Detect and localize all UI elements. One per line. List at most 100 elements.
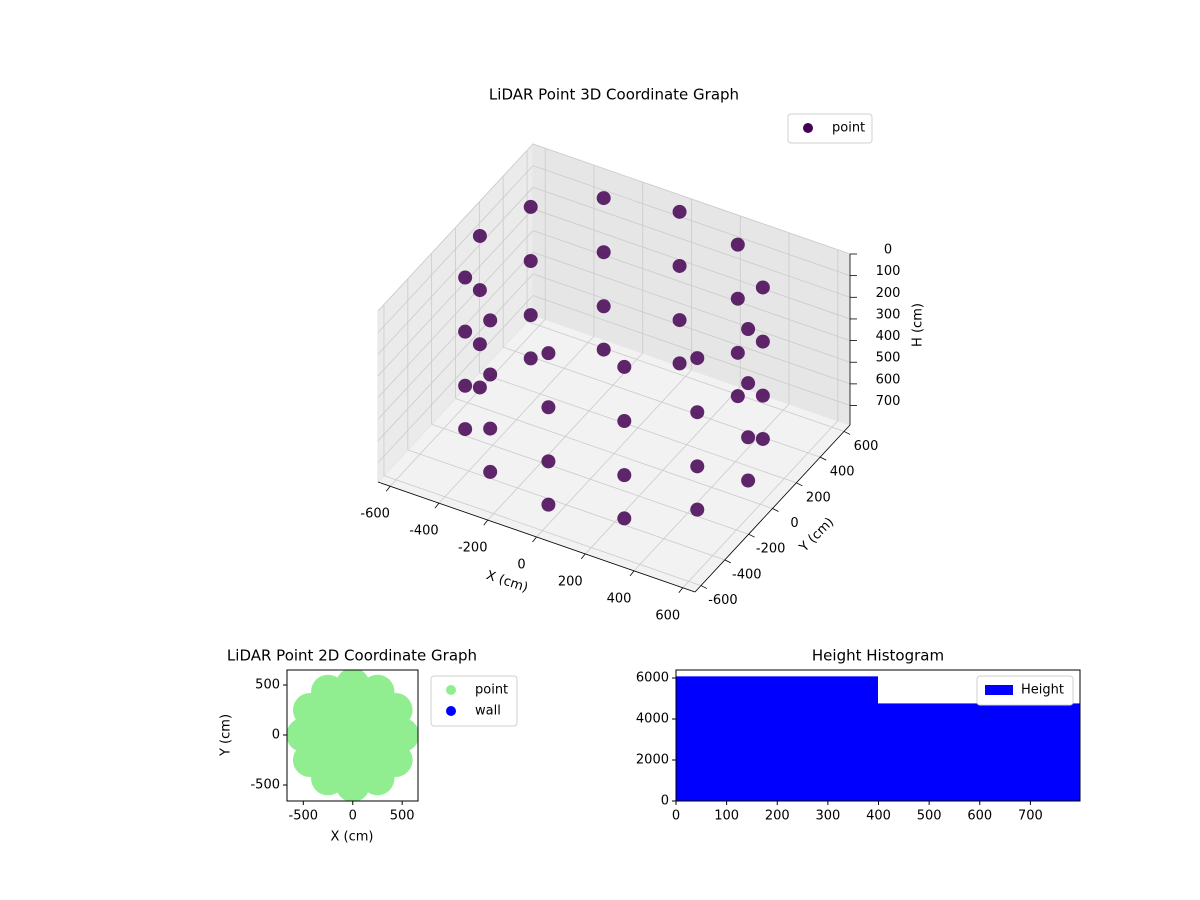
legend-swatch [985, 685, 1013, 695]
point [617, 359, 632, 374]
legend-label: point [832, 121, 865, 136]
z-tick-label: 400 [876, 329, 901, 344]
point [596, 191, 611, 206]
y-tick-label: 0 [790, 516, 798, 531]
x-tick-label: -400 [409, 524, 439, 539]
point [458, 422, 473, 437]
grid-line [479, 372, 797, 484]
point [755, 280, 770, 295]
grid-line [532, 186, 851, 298]
x-tick [580, 553, 586, 560]
point [690, 405, 705, 420]
point [741, 430, 756, 445]
grid-line [377, 187, 534, 355]
point [458, 270, 473, 285]
point [523, 254, 538, 269]
x-tick-label: 0 [517, 558, 525, 573]
bar [878, 703, 1080, 801]
z-tick-label: 700 [876, 394, 901, 409]
grid-line [455, 398, 773, 509]
legend-label: Height [1021, 683, 1064, 698]
point [672, 204, 687, 219]
point [617, 414, 632, 429]
grid-line [407, 449, 725, 561]
grid-line [377, 273, 534, 442]
point [672, 313, 687, 328]
legend-label: point [475, 683, 508, 698]
legend-marker [446, 685, 456, 695]
chart-title: LiDAR Point 3D Coordinate Graph [489, 86, 739, 104]
legend-label: wall [475, 704, 501, 719]
point [672, 258, 687, 273]
point [596, 245, 611, 260]
point [690, 459, 705, 474]
x-tick-label: 500 [917, 809, 942, 824]
chart-title: Height Histogram [812, 647, 944, 665]
point [672, 356, 687, 371]
point [541, 346, 556, 361]
point [472, 380, 487, 395]
x-axis [377, 481, 696, 593]
y-tick [700, 585, 708, 589]
point [483, 367, 498, 382]
grid-line [377, 295, 534, 463]
point [690, 502, 705, 517]
point [472, 283, 487, 298]
point [458, 324, 473, 339]
point [483, 313, 498, 328]
x-tick [532, 536, 537, 543]
x-tick-label: 700 [1018, 809, 1043, 824]
y-tick-label: 0 [272, 728, 280, 743]
point [458, 378, 473, 393]
z-tick-label: 500 [876, 351, 901, 366]
x-tick [434, 502, 440, 509]
y-tick [724, 559, 731, 564]
point [523, 351, 538, 366]
z-axis-label: H (cm) [911, 303, 926, 347]
point [730, 345, 745, 360]
point [483, 421, 498, 436]
point [472, 228, 487, 243]
grid-line [383, 475, 702, 586]
point [617, 511, 632, 526]
z-tick-label: 300 [876, 307, 901, 322]
x-tick-label: 200 [558, 574, 583, 589]
y-tick-label: 200 [806, 490, 831, 505]
y-tick-label: -600 [708, 593, 738, 608]
x-tick-label: 0 [349, 809, 357, 824]
y-tick-label: 2000 [636, 752, 669, 767]
grid-line [377, 165, 534, 333]
point [755, 388, 770, 403]
point [596, 342, 611, 357]
grid-line [377, 251, 534, 420]
y-tick-label: -200 [756, 542, 786, 557]
y-tick-label: 500 [255, 678, 280, 693]
x-tick [385, 485, 391, 492]
z-tick-label: 0 [884, 243, 892, 258]
x-tick-label: 200 [765, 809, 790, 824]
point [541, 454, 556, 469]
point [730, 237, 745, 252]
grid-line [532, 208, 851, 320]
grid-line [526, 321, 845, 432]
x-tick-label: -200 [458, 541, 488, 556]
point [617, 468, 632, 483]
point [741, 376, 756, 391]
y-axis-label: Y (cm) [796, 515, 837, 556]
y-axis [694, 424, 851, 593]
point [541, 497, 556, 512]
y-tick [772, 508, 779, 512]
legend-marker [446, 706, 456, 716]
point [541, 400, 556, 415]
x-tick-label: 400 [607, 591, 632, 606]
x-tick [629, 570, 635, 577]
point [472, 337, 487, 352]
grid-line [532, 165, 851, 277]
y-tick-label: -500 [250, 778, 280, 793]
y-tick [796, 482, 803, 487]
y-tick-label: 0 [661, 794, 669, 809]
legend [976, 675, 1074, 706]
x-axis-label: X (cm) [331, 830, 374, 845]
point [523, 199, 538, 214]
